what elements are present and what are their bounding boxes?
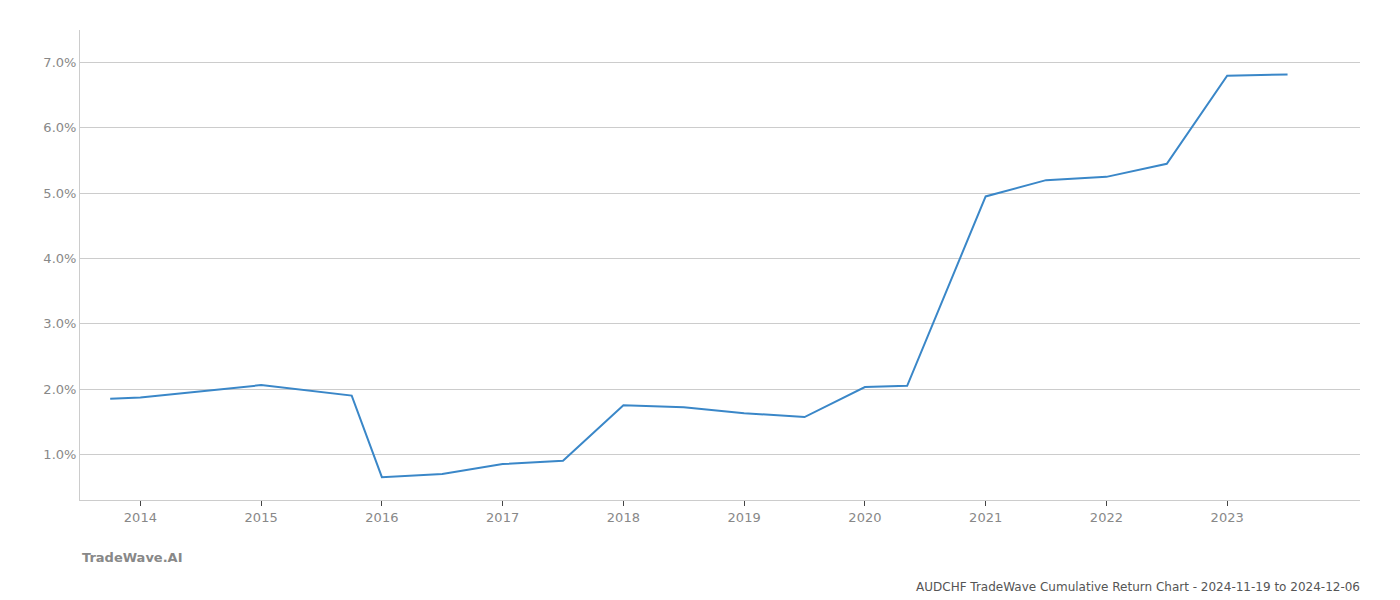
svg-text:2015: 2015: [245, 510, 278, 525]
svg-text:TradeWave.AI: TradeWave.AI: [82, 550, 183, 565]
svg-text:4.0%: 4.0%: [43, 251, 76, 266]
svg-text:2022: 2022: [1090, 510, 1123, 525]
svg-text:2016: 2016: [365, 510, 398, 525]
svg-text:2014: 2014: [124, 510, 157, 525]
svg-text:2018: 2018: [607, 510, 640, 525]
svg-text:AUDCHF TradeWave Cumulative Re: AUDCHF TradeWave Cumulative Return Chart…: [916, 580, 1360, 594]
svg-text:2019: 2019: [728, 510, 761, 525]
svg-text:2021: 2021: [969, 510, 1002, 525]
svg-text:2.0%: 2.0%: [43, 382, 76, 397]
svg-text:7.0%: 7.0%: [43, 55, 76, 70]
svg-text:2017: 2017: [486, 510, 519, 525]
svg-text:2020: 2020: [848, 510, 881, 525]
svg-text:3.0%: 3.0%: [43, 316, 76, 331]
svg-text:5.0%: 5.0%: [43, 186, 76, 201]
svg-text:6.0%: 6.0%: [43, 120, 76, 135]
svg-text:1.0%: 1.0%: [43, 447, 76, 462]
svg-text:2023: 2023: [1211, 510, 1244, 525]
